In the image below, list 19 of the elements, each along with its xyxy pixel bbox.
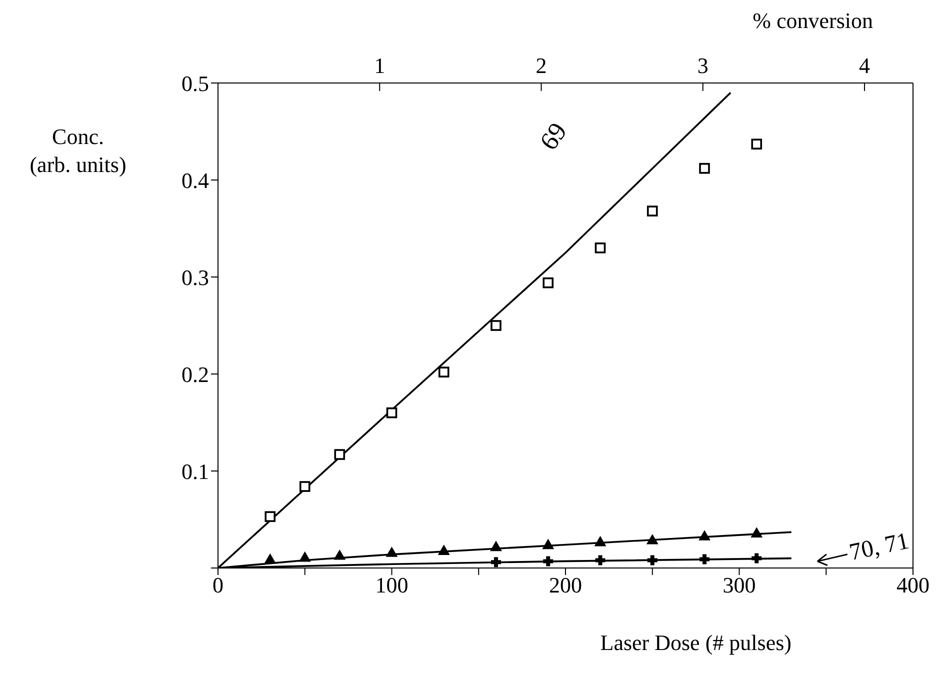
y-tick-label: 0.3	[182, 264, 209, 290]
y-tick-label: 0.5	[182, 70, 209, 96]
y-tick-label: 0.4	[182, 168, 209, 193]
x-axis-title: Laser Dose (# pulses)	[600, 630, 792, 656]
x2-tick-label: 4	[859, 53, 870, 78]
y-tick-label: 0.2	[182, 362, 209, 387]
x2-tick-label: 3	[697, 53, 708, 78]
annotation: 69	[534, 117, 573, 156]
x-tick-label: 100	[375, 572, 408, 598]
x-tick-label: 200	[549, 572, 582, 598]
x-tick-label: 0	[212, 572, 224, 598]
annotation: 70, 71	[847, 528, 912, 566]
y-axis-title: Conc. (arb. units)	[28, 123, 128, 179]
x-tick-label: 300	[722, 572, 756, 598]
y-tick-label: 0.1	[182, 458, 209, 484]
x-tick-label: 400	[896, 572, 930, 598]
x2-tick-label: 1	[374, 53, 386, 78]
x2-axis-title: % conversion	[752, 8, 873, 34]
x2-tick-label: 2	[536, 53, 547, 78]
